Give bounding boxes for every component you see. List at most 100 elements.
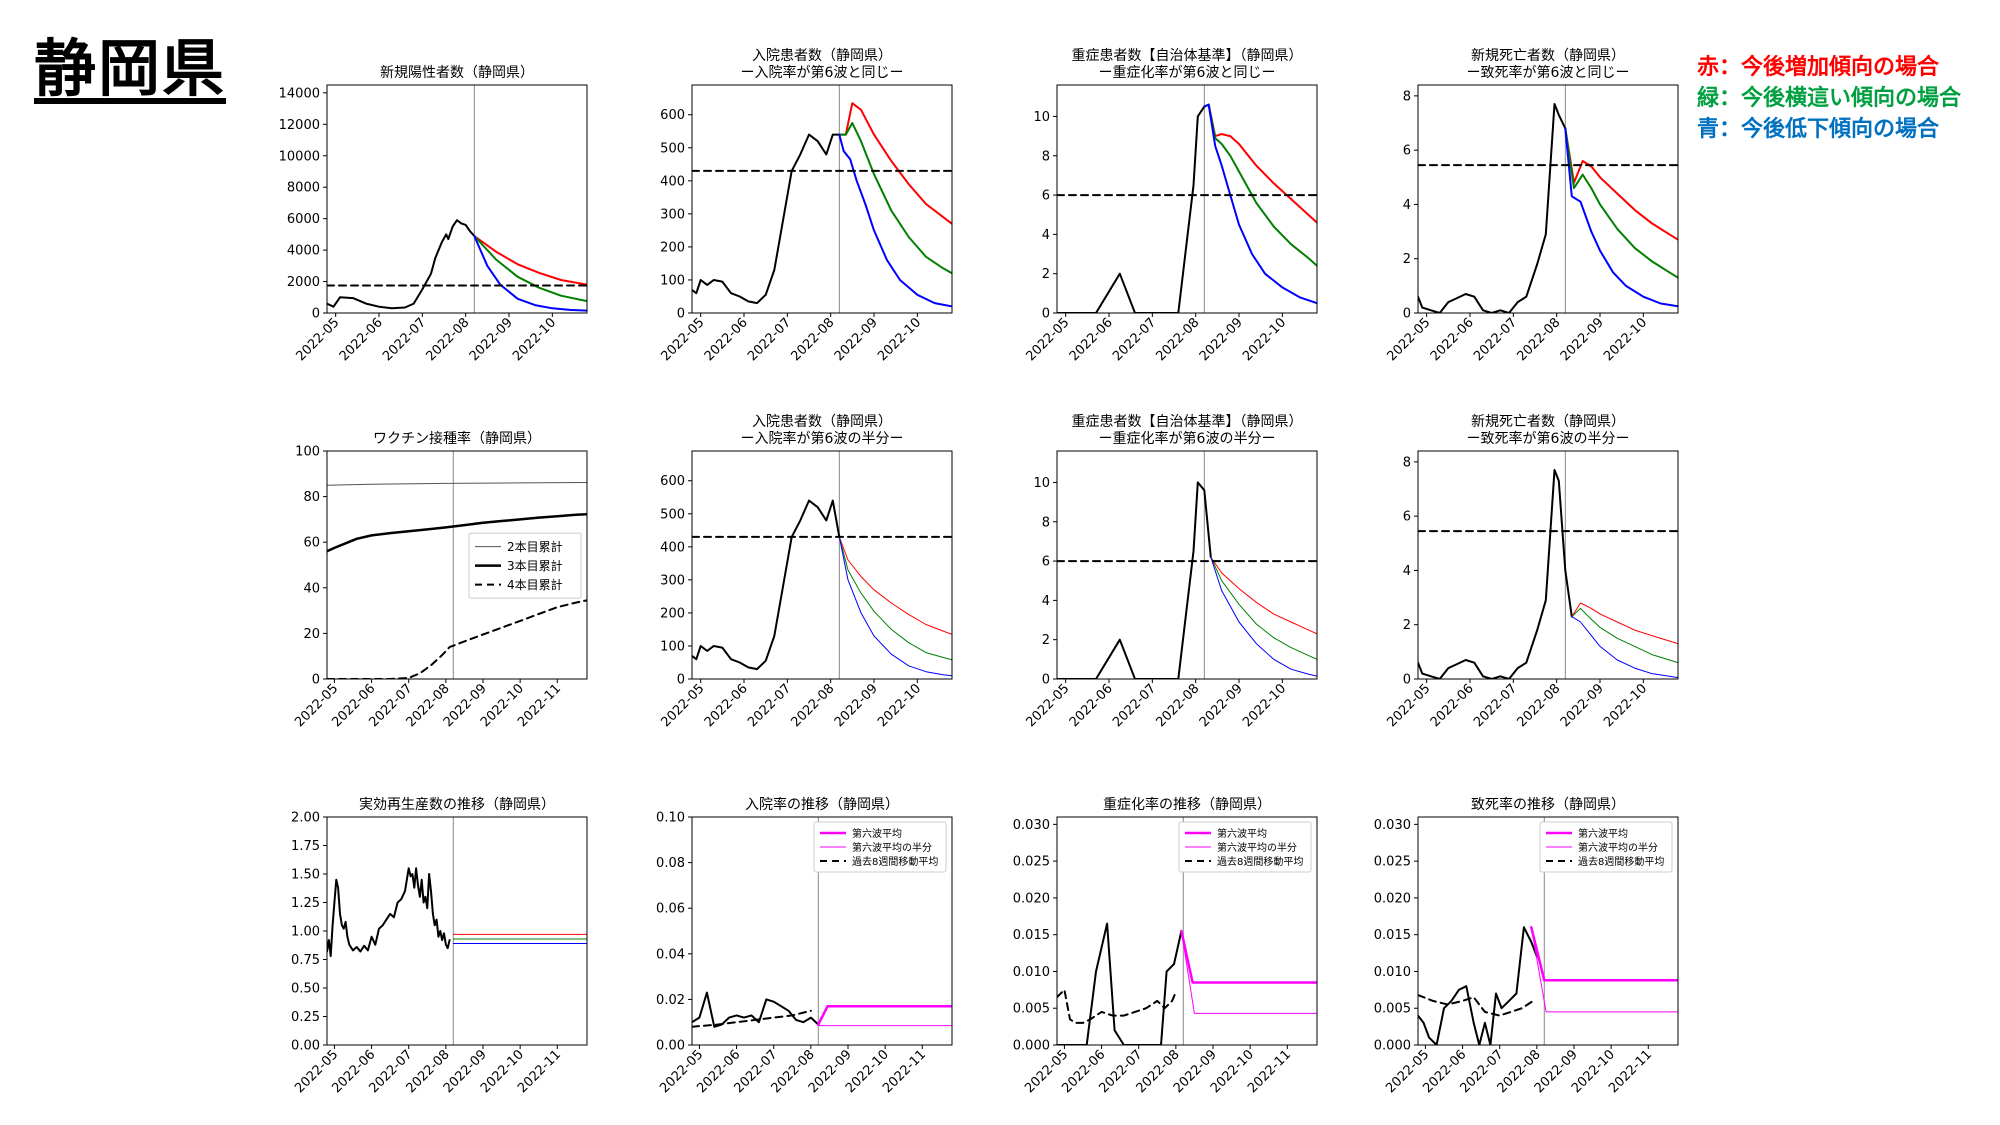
series-line (692, 991, 820, 1028)
legend-label: 過去8週間移動平均 (1217, 855, 1303, 868)
y-tick-label: 0.030 (1013, 818, 1050, 833)
chart-title: ワクチン接種率（静岡県） (373, 430, 541, 447)
y-tick-label: 300 (660, 207, 685, 222)
x-tick-label: 2022-05 (1023, 315, 1072, 364)
y-tick-label: 0.025 (1374, 855, 1411, 870)
series-line (1203, 103, 1317, 267)
y-tick-label: 0.06 (656, 902, 685, 917)
y-tick-label: 0.020 (1013, 891, 1050, 906)
y-tick-label: 8 (1403, 89, 1411, 104)
series-line (1418, 469, 1573, 679)
chart-title: ー致死率が第6波の半分ー (1467, 430, 1630, 447)
y-tick-label: 0 (1403, 673, 1411, 688)
x-tick-label: 2022-05 (658, 681, 707, 730)
series-line (1571, 602, 1678, 645)
y-tick-label: 2 (1403, 252, 1411, 267)
y-tick-label: 2 (1042, 633, 1050, 648)
x-tick-label: 2022-08 (423, 315, 472, 364)
y-tick-label: 0 (677, 673, 685, 688)
legend-label: 第六波平均の半分 (1217, 841, 1297, 854)
y-tick-label: 0.030 (1374, 818, 1411, 833)
y-tick-label: 0.010 (1013, 965, 1050, 980)
y-tick-label: 1.00 (291, 925, 320, 940)
legend-label: 過去8週間移動平均 (852, 855, 938, 868)
y-tick-label: 6 (1042, 189, 1050, 204)
y-tick-label: 8 (1042, 515, 1050, 530)
y-tick-label: 0.25 (291, 1010, 320, 1025)
y-tick-label: 6000 (287, 212, 320, 227)
chart-title: 新規死亡者数（静岡県） (1471, 48, 1625, 64)
y-tick-label: 4000 (287, 244, 320, 259)
chart-4: 新規死亡者数（静岡県）ー致死率が第6波と同じー024682022-052022-… (1384, 48, 1679, 364)
legend-label: 2本目累計 (507, 539, 563, 554)
y-tick-label: 0.005 (1013, 1002, 1050, 1017)
x-tick-label: 2022-08 (788, 315, 837, 364)
chart-12: 致死率の推移（静岡県） 0.000 0.005 0.010 0.015 0.020 0.02… (1374, 796, 1679, 1096)
series-line (838, 102, 952, 225)
chart-title: 実効再生産数の推移（静岡県） (359, 797, 555, 813)
series-line (838, 536, 952, 661)
y-tick-label: 4 (1042, 594, 1050, 609)
x-tick-label: 2022-10 (1601, 315, 1650, 364)
y-tick-label: 0.04 (656, 947, 685, 962)
y-tick-label: 0 (1403, 307, 1411, 322)
series-line (1180, 930, 1317, 1014)
x-tick-label: 2022-10 (1240, 315, 1289, 364)
x-tick-label: 2022-07 (745, 681, 794, 730)
y-tick-label: 0.010 (1374, 965, 1411, 980)
plot-frame (1417, 84, 1679, 314)
plot-frame (1056, 450, 1318, 680)
legend-label: 4本目累計 (507, 577, 563, 592)
y-tick-label: 4 (1403, 198, 1411, 213)
plot-frame (1417, 816, 1679, 1046)
plot-frame (691, 84, 953, 314)
y-tick-label: 2.00 (291, 811, 320, 826)
y-tick-label: 400 (660, 540, 685, 555)
series-line (838, 133, 952, 308)
series-line (1530, 926, 1678, 1013)
series-line (1418, 994, 1535, 1017)
y-tick-label: 300 (660, 573, 685, 588)
legend-label: 第六波平均の半分 (852, 841, 932, 854)
y-tick-label: 600 (660, 474, 685, 489)
chart-title: 入院患者数（静岡県） (752, 48, 892, 64)
legend-label: 3本目累計 (507, 558, 563, 573)
x-tick-label: 2022-10 (1601, 681, 1650, 730)
chart-title: 重症患者数【自治体基準】（静岡県） (1072, 413, 1303, 430)
chart-title: 重症患者数【自治体基準】（静岡県） (1072, 47, 1303, 64)
legend-label: 第六波平均の半分 (1578, 841, 1658, 854)
y-tick-label: 0 (1042, 673, 1050, 688)
y-tick-label: 400 (660, 174, 685, 189)
y-tick-label: 6 (1403, 144, 1411, 159)
x-tick-label: 2022-10 (1240, 681, 1289, 730)
scenario-legend-red: 赤：今後増加傾向の場合 (1697, 55, 1940, 80)
y-tick-label: 500 (660, 141, 685, 156)
series-line (692, 133, 841, 305)
y-tick-label: 100 (660, 639, 685, 654)
x-tick-label: 2022-09 (467, 315, 516, 364)
y-tick-label: 0.015 (1374, 928, 1411, 943)
y-tick-label: 0.00 (291, 1039, 320, 1054)
series-line (1564, 127, 1678, 241)
x-tick-label: 2022-06 (1428, 315, 1477, 364)
y-tick-label: 0.00 (656, 1039, 685, 1054)
y-tick-label: 8 (1042, 149, 1050, 164)
series-line (692, 1009, 812, 1028)
legend-label: 過去8週間移動平均 (1578, 855, 1664, 868)
plot-frame (691, 450, 953, 680)
x-tick-label: 2022-09 (1197, 315, 1246, 364)
x-tick-label: 2022-08 (1514, 315, 1563, 364)
chart-title: ー入院率が第6波と同じー (741, 64, 904, 81)
chart-5: ワクチン接種率（静岡県）0204060801002022-052022-0620… (292, 430, 588, 730)
y-tick-label: 0.005 (1374, 1002, 1411, 1017)
legend-box (1178, 821, 1312, 873)
series-line (817, 1004, 952, 1026)
y-tick-label: 0.02 (656, 993, 685, 1008)
y-tick-label: 8000 (287, 181, 320, 196)
y-tick-label: 8 (1403, 455, 1411, 470)
series-line (1530, 926, 1678, 982)
x-tick-label: 2022-09 (1197, 681, 1246, 730)
y-tick-label: 200 (660, 606, 685, 621)
